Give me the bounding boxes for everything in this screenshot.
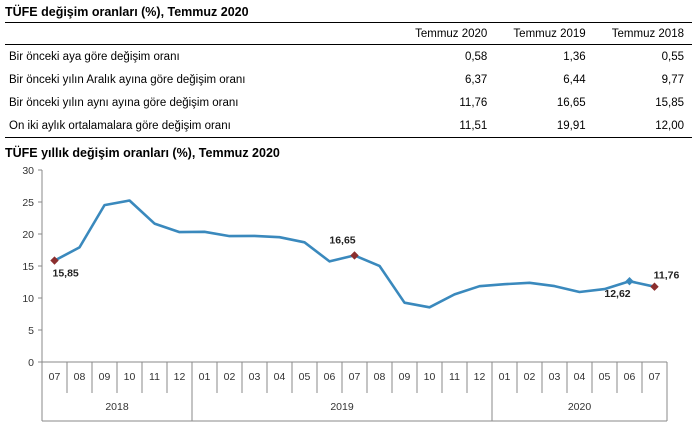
table-row: Bir önceki yılın Aralık ayına göre değiş… <box>5 68 692 91</box>
table-title: TÜFE değişim oranları (%), Temmuz 2020 <box>5 5 249 19</box>
y-tick-label: 5 <box>28 325 34 337</box>
table-header-jul-2020: Temmuz 2020 <box>397 22 496 45</box>
data-label: 15,85 <box>53 268 79 280</box>
x-tick-label: 07 <box>349 371 361 383</box>
x-tick-label: 10 <box>124 371 136 383</box>
data-label: 16,65 <box>329 234 355 246</box>
cell-value: 9,77 <box>661 73 684 86</box>
row-label: On iki aylık ortalamalara göre değişim o… <box>5 114 397 138</box>
x-tick-label: 10 <box>424 371 436 383</box>
x-tick-label: 06 <box>624 371 636 383</box>
year-label: 2020 <box>568 401 592 413</box>
cell-value: 11,76 <box>459 96 488 109</box>
year-label: 2019 <box>330 401 354 413</box>
year-label: 2018 <box>105 401 129 413</box>
x-tick-label: 07 <box>649 371 661 383</box>
cell-value: 11,51 <box>397 114 496 138</box>
cell-value: 19,91 <box>495 114 594 138</box>
cell-value: 1,36 <box>563 50 586 63</box>
x-tick-label: 08 <box>74 371 86 383</box>
data-point-marker <box>650 282 659 291</box>
y-tick-label: 25 <box>22 197 34 209</box>
y-tick-label: 20 <box>22 229 34 241</box>
table-row: On iki aylık ortalamalara göre değişim o… <box>5 114 692 138</box>
cell-value: 0,58 <box>464 50 488 63</box>
x-tick-label: 06 <box>324 371 336 383</box>
cell-value: 16,65 <box>556 96 586 109</box>
x-tick-label: 01 <box>499 371 511 383</box>
cell-value: 0,55 <box>661 50 684 63</box>
row-label: Bir önceki aya göre değişim oranı <box>9 50 180 63</box>
table-header-row: Temmuz 2020 Temmuz 2019 Temmuz 2018 <box>5 22 692 45</box>
data-point-marker <box>625 277 634 286</box>
table-header-jul-2019: Temmuz 2019 <box>495 22 594 45</box>
x-tick-label: 07 <box>49 371 61 383</box>
chart-title: TÜFE yıllık değişim oranları (%), Temmuz… <box>5 146 280 160</box>
y-tick-label: 10 <box>22 293 34 305</box>
x-tick-label: 12 <box>474 371 486 383</box>
table-row: Bir önceki aya göre değişim oranı 0,58 1… <box>5 45 692 69</box>
y-tick-label: 30 <box>22 165 34 177</box>
x-tick-label: 01 <box>199 371 211 383</box>
x-tick-label: 02 <box>224 371 236 383</box>
data-label: 12,62 <box>604 288 630 300</box>
row-label: Bir önceki yılın Aralık ayına göre değiş… <box>9 73 246 86</box>
x-tick-label: 03 <box>549 371 561 383</box>
cpi-change-table: Temmuz 2020 Temmuz 2019 Temmuz 2018 Bir … <box>5 22 692 138</box>
x-tick-label: 02 <box>524 371 536 383</box>
x-tick-label: 12 <box>174 371 186 383</box>
x-tick-label: 08 <box>374 371 386 383</box>
y-tick-label: 15 <box>22 261 34 273</box>
table-header-jul-2018: Temmuz 2018 <box>593 22 692 45</box>
y-tick-label: 0 <box>28 357 34 369</box>
data-point-marker <box>350 251 359 260</box>
x-tick-label: 03 <box>249 371 261 383</box>
data-point-marker <box>50 256 59 265</box>
cell-value: 12,00 <box>593 114 692 138</box>
x-tick-label: 09 <box>399 371 411 383</box>
row-label: Bir önceki yılın aynı ayına göre değişim… <box>9 96 239 109</box>
x-tick-label: 05 <box>299 371 311 383</box>
x-tick-label: 11 <box>449 371 460 383</box>
x-tick-label: 11 <box>149 371 160 383</box>
x-tick-label: 09 <box>99 371 111 383</box>
cell-value: 15,85 <box>655 96 684 109</box>
x-tick-label: 04 <box>574 371 586 383</box>
table-header-label <box>5 22 397 45</box>
cell-value: 6,44 <box>563 73 586 86</box>
cell-value: 6,37 <box>464 73 488 86</box>
x-tick-label: 04 <box>274 371 286 383</box>
table-row: Bir önceki yılın aynı ayına göre değişim… <box>5 91 692 114</box>
data-label: 11,76 <box>654 270 680 282</box>
x-tick-label: 05 <box>599 371 611 383</box>
